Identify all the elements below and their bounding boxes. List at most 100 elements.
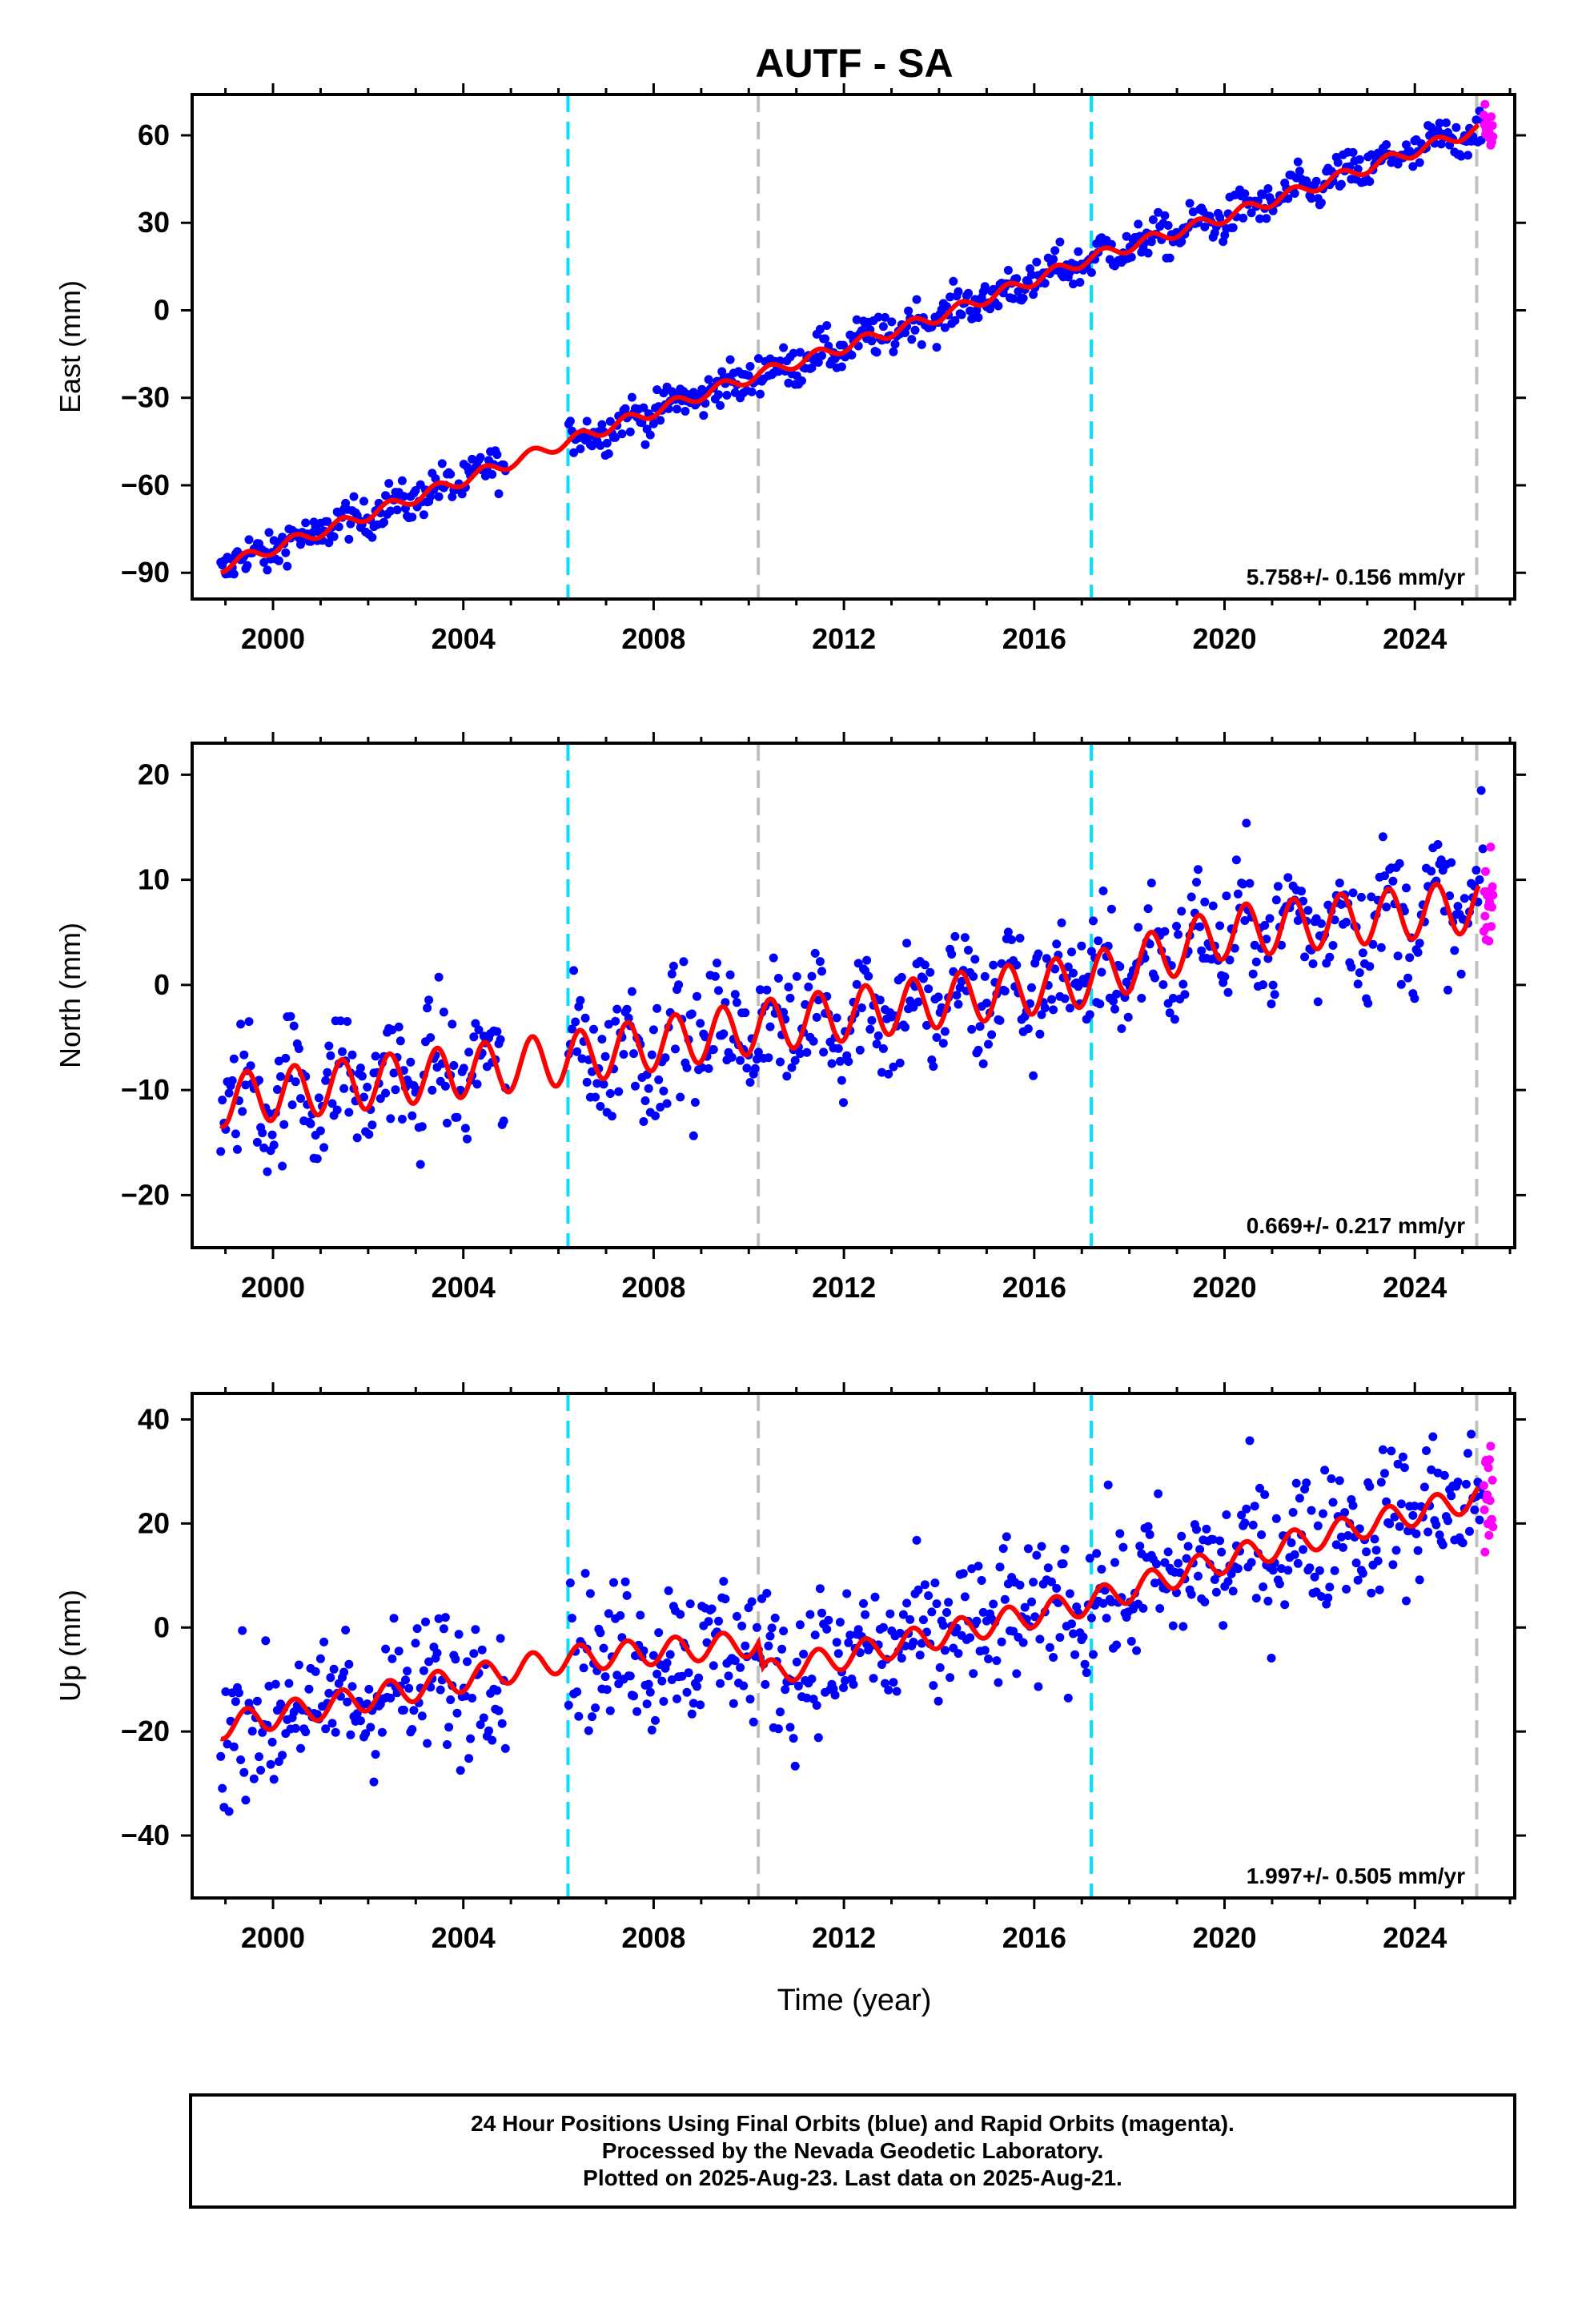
data-point [1248,1520,1258,1530]
data-point [1336,179,1346,189]
data-point [401,1675,410,1685]
data-point [1330,1566,1339,1575]
data-point [1413,1546,1423,1555]
data-point [1271,1514,1281,1523]
data-point [1027,1597,1036,1606]
data-point [964,288,973,298]
data-point [1255,214,1264,223]
data-point [1410,994,1419,1003]
data-point [1138,1603,1148,1613]
data-point [1029,1578,1038,1587]
data-point [764,1053,773,1063]
data-point [408,1725,417,1734]
data-point [437,459,447,468]
data-point [597,1035,607,1044]
data-point [259,1143,269,1152]
data-point [813,1733,823,1743]
data-point [721,1594,730,1604]
data-point [957,976,966,986]
data-point [1316,1592,1326,1601]
data-point [719,1577,729,1586]
data-point [264,528,274,537]
data-point [750,1063,760,1073]
model-curve [220,123,1480,575]
data-point [1355,155,1364,164]
data-point [1368,939,1378,949]
chart-title: AUTF - SA [755,41,953,86]
data-point [267,1737,277,1747]
data-point [343,1697,352,1707]
data-point [929,1681,938,1691]
data-point [639,403,648,412]
data-point [1336,1532,1346,1542]
data-point [335,1016,345,1026]
data-point [387,1654,397,1663]
data-point [920,1580,930,1590]
data-point [725,355,735,364]
data-point [645,1687,655,1697]
data-point [596,1628,605,1638]
data-point [1328,1498,1338,1507]
data-point [1030,1612,1040,1622]
data-point [812,1701,821,1710]
data-point [817,1608,826,1618]
data-point [932,343,942,352]
data-point [935,1663,945,1672]
data-point [1069,1629,1078,1638]
data-point [982,999,991,1007]
data-point [371,1750,380,1759]
data-point [1436,139,1446,149]
data-point [761,1679,770,1689]
data-point [416,1160,425,1169]
data-point [813,358,823,367]
data-point [869,1674,878,1683]
data-point [940,323,950,332]
footer-box: 24 Hour Positions Using Final Orbits (bl… [189,2093,1516,2209]
data-point [946,1673,955,1683]
data-point [1428,1432,1438,1441]
data-point [1378,832,1387,842]
data-point [1168,1621,1178,1630]
data-point [912,1535,921,1545]
data-point [389,1614,399,1623]
data-point [229,569,239,579]
data-point [770,1613,780,1622]
data-point [451,1655,460,1664]
y-tick-label: 60 [138,119,170,151]
data-point [464,1047,474,1057]
data-point [1443,1516,1452,1526]
data-point [1331,1540,1341,1550]
data-point [1223,987,1233,997]
data-point [1255,1483,1264,1493]
data-point [1277,1564,1286,1574]
data-point [238,1107,247,1116]
data-point [767,1623,777,1633]
data-point [872,1039,881,1049]
data-point [241,1080,251,1090]
data-point [496,1035,505,1044]
data-point [1146,237,1156,247]
data-point [1472,866,1481,875]
data-point [1078,1632,1088,1642]
data-point [1267,1654,1276,1663]
data-point [1177,237,1186,247]
data-point [1259,1582,1268,1591]
data-point [1228,223,1238,232]
data-point [1259,980,1268,990]
data-point [881,1679,889,1688]
data-point [258,1128,267,1138]
y-tick-label: 40 [138,1402,170,1435]
data-point [665,1650,675,1659]
data-point [1174,1558,1183,1568]
data-point [1452,123,1461,132]
data-point [1367,1588,1376,1598]
data-point [1228,1586,1238,1596]
data-point [845,1630,855,1640]
data-point [967,1564,977,1574]
data-point [1365,177,1375,187]
data-point [1112,1640,1122,1650]
rapid-point [1488,121,1497,131]
data-point [792,971,801,981]
data-point [762,985,772,995]
data-point [1340,1508,1350,1518]
